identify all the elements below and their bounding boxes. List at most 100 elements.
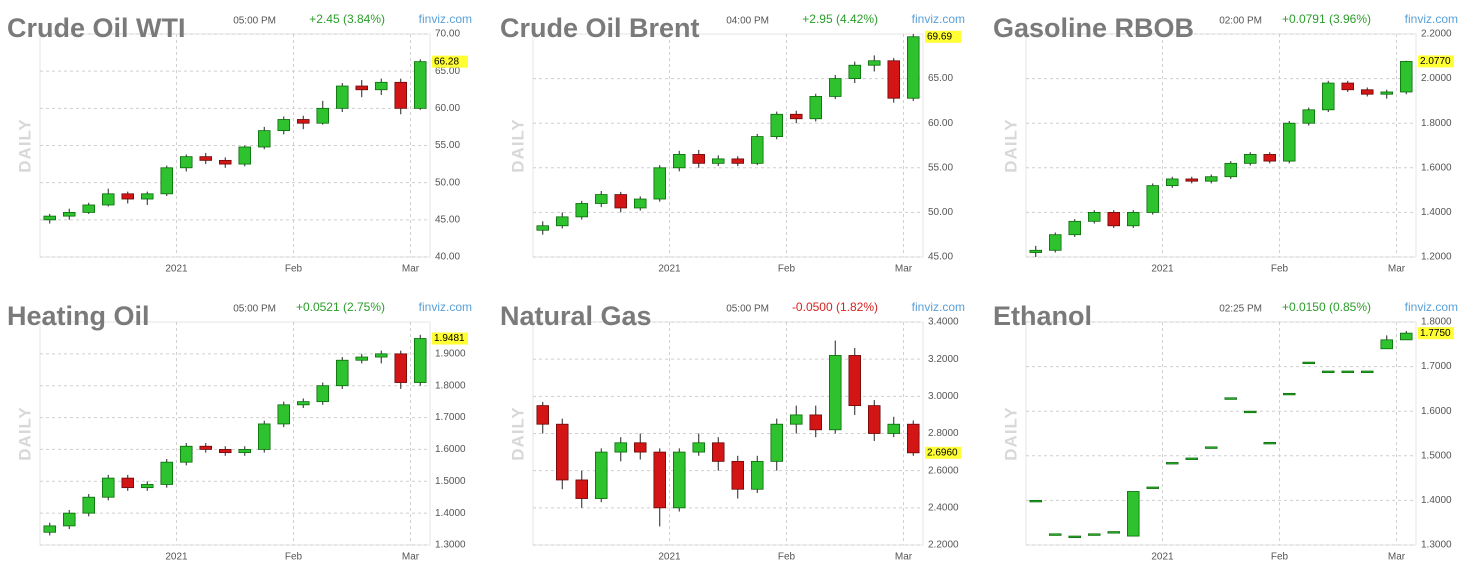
x-tick-label: Feb — [285, 264, 303, 275]
candle-body — [829, 78, 842, 97]
candle-body — [1224, 162, 1238, 178]
candle-body — [1341, 82, 1355, 91]
y-tick-label: 1.6000 — [435, 444, 466, 455]
chart-title: Ethanol — [993, 301, 1092, 331]
candle-body — [731, 158, 745, 164]
candle-body — [355, 85, 368, 91]
chart-title: Gasoline RBOB — [993, 13, 1194, 43]
y-tick-label: 1.2000 — [1421, 252, 1452, 263]
candle-body — [1166, 178, 1179, 187]
x-tick-label: Feb — [1271, 552, 1289, 563]
candle-body — [868, 405, 881, 434]
y-tick-label: 1.5000 — [435, 476, 466, 487]
last-price-label: 1.9481 — [434, 333, 465, 344]
x-tick-label: Mar — [1388, 264, 1406, 275]
candle-body — [160, 167, 173, 195]
candle-body — [653, 451, 667, 509]
candle-body — [634, 442, 647, 453]
y-tick-label: 1.9000 — [435, 348, 466, 359]
candle-body — [121, 477, 135, 489]
x-tick-label: Mar — [1388, 552, 1406, 563]
candle-body — [1400, 61, 1413, 93]
candle-body — [634, 198, 647, 209]
candle-body — [316, 107, 329, 124]
candle-body — [692, 442, 706, 453]
candle-body — [1322, 82, 1335, 111]
candle-body — [199, 445, 212, 450]
x-tick-label: Feb — [778, 552, 796, 563]
quote-time: 02:25 PM — [1219, 304, 1262, 315]
candle-body — [1283, 392, 1296, 396]
candle-body — [1088, 211, 1101, 222]
y-tick-label: 3.4000 — [928, 317, 959, 328]
x-tick-label: 2021 — [165, 264, 188, 275]
candle-body — [355, 356, 368, 361]
candle-body — [614, 194, 628, 209]
candle-body — [712, 158, 725, 164]
y-tick-label: 2.2000 — [928, 540, 959, 551]
candle-body — [1185, 457, 1199, 460]
candle-body — [575, 203, 589, 218]
candle-body — [1322, 370, 1335, 373]
y-tick-label: 1.6000 — [1421, 406, 1452, 417]
source-label: finviz.com — [419, 12, 472, 26]
candle-body — [179, 445, 193, 463]
candle-body — [731, 460, 745, 490]
candle-body — [829, 355, 842, 431]
candle-body — [1244, 154, 1257, 164]
source-label: finviz.com — [419, 300, 472, 314]
candle-body — [296, 119, 310, 124]
candle-body — [1166, 462, 1179, 465]
candle-body — [277, 119, 290, 132]
candle-body — [63, 512, 76, 527]
y-tick-label: 40.00 — [435, 252, 460, 263]
candle-body — [1127, 491, 1140, 537]
candle-body — [595, 194, 608, 204]
candle-body — [218, 159, 232, 165]
last-price-label: 66.28 — [434, 56, 459, 67]
candle-body — [536, 225, 550, 231]
candle-body — [140, 193, 154, 200]
candle-body — [102, 193, 115, 206]
candle-body — [63, 211, 76, 217]
y-tick-label: 1.4000 — [1421, 495, 1452, 506]
candle-body — [1049, 234, 1062, 251]
last-price-box — [1418, 327, 1454, 340]
price-change: +2.45 (3.84%) — [309, 12, 385, 26]
candle-body — [809, 96, 823, 120]
candle-body — [887, 423, 901, 434]
last-price-box — [432, 332, 468, 345]
last-price-box — [925, 30, 961, 43]
candle-body — [556, 423, 569, 481]
candle-body — [43, 215, 57, 221]
y-tick-label: 65.00 — [928, 73, 953, 84]
candle-body — [1029, 249, 1043, 253]
y-tick-label: 2.4000 — [928, 502, 959, 513]
candle-body — [1049, 533, 1062, 536]
side-label: DAILY — [15, 118, 34, 172]
y-tick-label: 1.8000 — [1421, 118, 1452, 129]
quote-time: 05:00 PM — [233, 304, 276, 315]
candle-body — [790, 113, 803, 120]
candle-body — [82, 496, 96, 514]
y-tick-label: 1.8000 — [1421, 317, 1452, 328]
quote-time: 05:00 PM — [726, 304, 769, 315]
y-tick-label: 1.7000 — [435, 412, 466, 423]
last-price-box — [432, 55, 468, 68]
x-tick-label: Feb — [1271, 264, 1289, 275]
candle-body — [82, 204, 96, 213]
y-tick-label: 45.00 — [928, 252, 953, 263]
candle-body — [712, 442, 725, 462]
candle-body — [1068, 535, 1082, 538]
candle-body — [907, 423, 920, 454]
plot-frame — [532, 33, 924, 258]
y-tick-label: 1.4000 — [435, 508, 466, 519]
candle-body — [907, 36, 920, 99]
y-tick-label: 1.8000 — [435, 380, 466, 391]
y-tick-label: 2.6000 — [928, 465, 959, 476]
quote-time: 02:00 PM — [1219, 16, 1262, 27]
candle-body — [413, 338, 427, 383]
y-tick-label: 55.00 — [435, 140, 460, 151]
candle-body — [653, 167, 667, 200]
y-tick-label: 3.0000 — [928, 391, 959, 402]
